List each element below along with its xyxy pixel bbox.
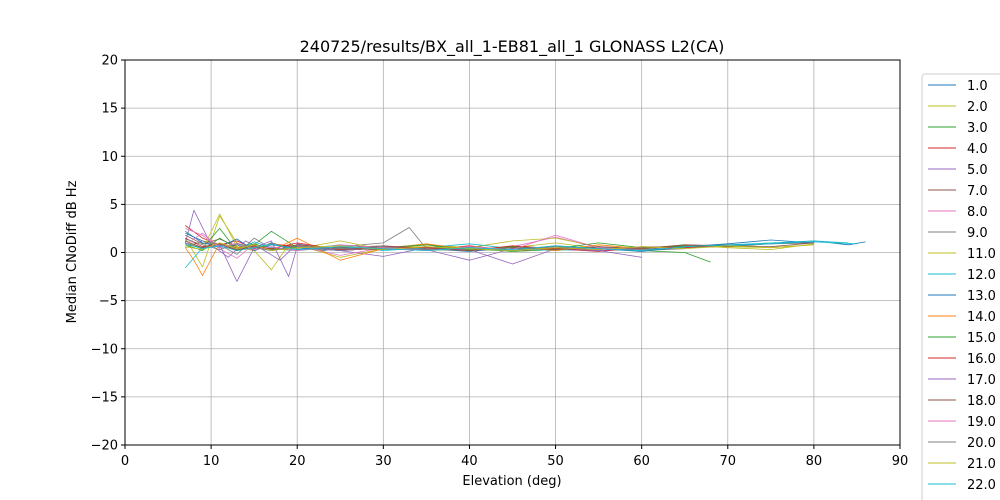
legend-label: 3.0 bbox=[967, 121, 988, 136]
y-tick-label: 5 bbox=[110, 198, 118, 213]
y-tick-label: −20 bbox=[91, 439, 118, 454]
series-lines bbox=[184, 209, 866, 282]
x-tick-label: 50 bbox=[547, 454, 564, 469]
legend-label: 20.0 bbox=[967, 436, 996, 451]
y-axis-title: Median CNoDiff dB Hz bbox=[65, 180, 80, 323]
legend-label: 17.0 bbox=[967, 373, 996, 388]
legend-label: 2.0 bbox=[967, 100, 988, 115]
series-line-22-0 bbox=[185, 240, 849, 252]
y-tick-label: 10 bbox=[101, 150, 118, 165]
chart-title: 240725/results/BX_all_1-EB81_all_1 GLONA… bbox=[300, 37, 725, 57]
series-line-21-0 bbox=[185, 242, 814, 252]
legend-label: 18.0 bbox=[967, 394, 996, 409]
legend-label: 11.0 bbox=[967, 247, 996, 262]
legend-label: 4.0 bbox=[967, 142, 988, 157]
y-tick-label: −5 bbox=[99, 294, 118, 309]
y-tick-label: 15 bbox=[101, 102, 118, 117]
x-tick-label: 20 bbox=[289, 454, 306, 469]
legend-label: 21.0 bbox=[967, 457, 996, 472]
y-tick-label: −15 bbox=[91, 390, 118, 405]
legend-label: 15.0 bbox=[967, 331, 996, 346]
legend-label: 5.0 bbox=[967, 163, 988, 178]
series-line-19-0 bbox=[185, 232, 642, 252]
y-axis: −20 −15 −10 −5 0 5 10 15 20 bbox=[91, 54, 125, 454]
y-tick-label: 20 bbox=[101, 54, 118, 69]
x-tick-label: 40 bbox=[461, 454, 478, 469]
x-tick-label: 70 bbox=[720, 454, 737, 469]
legend-label: 22.0 bbox=[967, 478, 996, 493]
x-axis-title: Elevation (deg) bbox=[462, 474, 561, 489]
legend-frame bbox=[921, 73, 1000, 500]
x-tick-label: 90 bbox=[892, 454, 909, 469]
x-tick-label: 30 bbox=[375, 454, 392, 469]
legend-label: 12.0 bbox=[967, 268, 996, 283]
series-line-2-0 bbox=[184, 215, 797, 271]
legend-label: 13.0 bbox=[967, 289, 996, 304]
legend-label: 14.0 bbox=[967, 310, 996, 325]
legend-label: 19.0 bbox=[967, 415, 996, 430]
legend-label: 9.0 bbox=[967, 226, 988, 241]
series-line-5-0 bbox=[184, 209, 642, 265]
legend-label: 7.0 bbox=[967, 184, 988, 199]
y-tick-label: −10 bbox=[91, 342, 118, 357]
grid bbox=[124, 59, 901, 446]
x-tick-label: 80 bbox=[806, 454, 823, 469]
legend-label: 16.0 bbox=[967, 352, 996, 367]
x-axis: 0 10 20 30 40 50 60 70 80 90 bbox=[121, 445, 908, 469]
y-tick-label: 0 bbox=[110, 246, 118, 261]
x-tick-label: 10 bbox=[203, 454, 220, 469]
x-tick-label: 0 bbox=[121, 454, 129, 469]
legend: 1.0 2.0 3.0 4.0 5.0 7.0 8.0 9.0 11.0 12.0 13.0 14.0… bbox=[921, 73, 1000, 500]
legend-label: 8.0 bbox=[967, 205, 988, 220]
legend-label: 1.0 bbox=[967, 79, 988, 94]
x-tick-label: 60 bbox=[633, 454, 650, 469]
